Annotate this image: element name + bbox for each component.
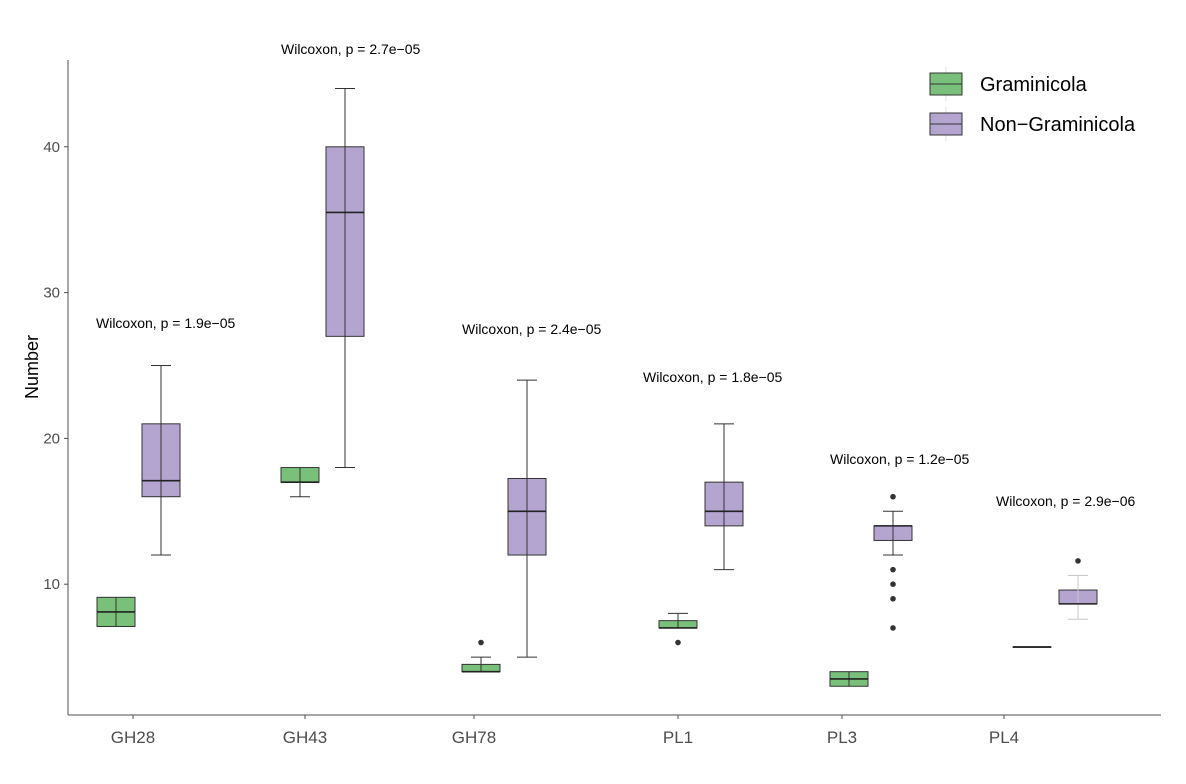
box-graminicola-gh28 — [96, 596, 136, 627]
y-tick-label: 20 — [43, 430, 60, 447]
x-tick-label: GH78 — [452, 728, 496, 747]
x-tick-label: PL3 — [827, 728, 857, 747]
outlier-point — [1075, 558, 1081, 564]
legend-label: Non−Graminicola — [980, 114, 1136, 136]
boxes — [96, 87, 1098, 687]
wilcoxon-label: Wilcoxon, p = 1.9e−05 — [96, 315, 236, 331]
outlier-point — [890, 581, 896, 587]
box-non-graminicola-pl1 — [704, 423, 744, 571]
box-graminicola-pl1 — [658, 612, 698, 646]
legend: Graminicola Non−Graminicola — [929, 67, 1136, 141]
box-non-graminicola-gh28 — [141, 365, 181, 556]
box-non-graminicola-gh78 — [507, 379, 547, 658]
y-tick-label: 10 — [43, 576, 60, 593]
x-tick-label: GH28 — [111, 728, 155, 747]
outlier-point — [478, 639, 484, 646]
y-tick-label: 30 — [43, 285, 60, 302]
wilcoxon-label: Wilcoxon, p = 2.9e−06 — [996, 493, 1136, 509]
axes — [67, 60, 1161, 716]
outlier-point — [890, 493, 896, 500]
y-ticks: 10 20 30 40 — [43, 139, 68, 593]
box-non-graminicola-gh43 — [325, 87, 365, 469]
box-non-graminicola-pl4 — [1058, 558, 1098, 620]
outlier-point — [675, 639, 681, 646]
wilcoxon-label: Wilcoxon, p = 2.7e−05 — [281, 41, 421, 57]
box-graminicola-pl3 — [829, 671, 869, 687]
y-tick-label: 40 — [43, 139, 60, 156]
box-non-graminicola-pl3 — [873, 493, 913, 631]
box-graminicola-gh78 — [461, 639, 501, 673]
legend-item: Non−Graminicola — [929, 107, 1136, 141]
legend-label: Graminicola — [980, 74, 1088, 96]
box-graminicola-pl4 — [1012, 646, 1052, 648]
x-ticks: GH28 GH43 GH78 PL1 PL3 PL4 — [111, 715, 1019, 747]
wilcoxon-label: Wilcoxon, p = 1.8e−05 — [643, 369, 783, 385]
wilcoxon-label: Wilcoxon, p = 2.4e−05 — [462, 321, 602, 337]
outlier-point — [890, 595, 896, 602]
outlier-point — [890, 625, 896, 631]
x-tick-label: PL4 — [989, 728, 1019, 747]
annotations: Wilcoxon, p = 1.9e−05 Wilcoxon, p = 2.7e−… — [96, 41, 1136, 509]
x-tick-label: PL1 — [663, 728, 693, 747]
box-graminicola-gh43 — [280, 467, 320, 498]
y-axis-title: Number — [22, 335, 42, 399]
outlier-point — [890, 566, 896, 573]
legend-item: Graminicola — [929, 67, 1088, 101]
x-tick-label: GH43 — [283, 728, 327, 747]
wilcoxon-label: Wilcoxon, p = 1.2e−05 — [830, 451, 970, 467]
